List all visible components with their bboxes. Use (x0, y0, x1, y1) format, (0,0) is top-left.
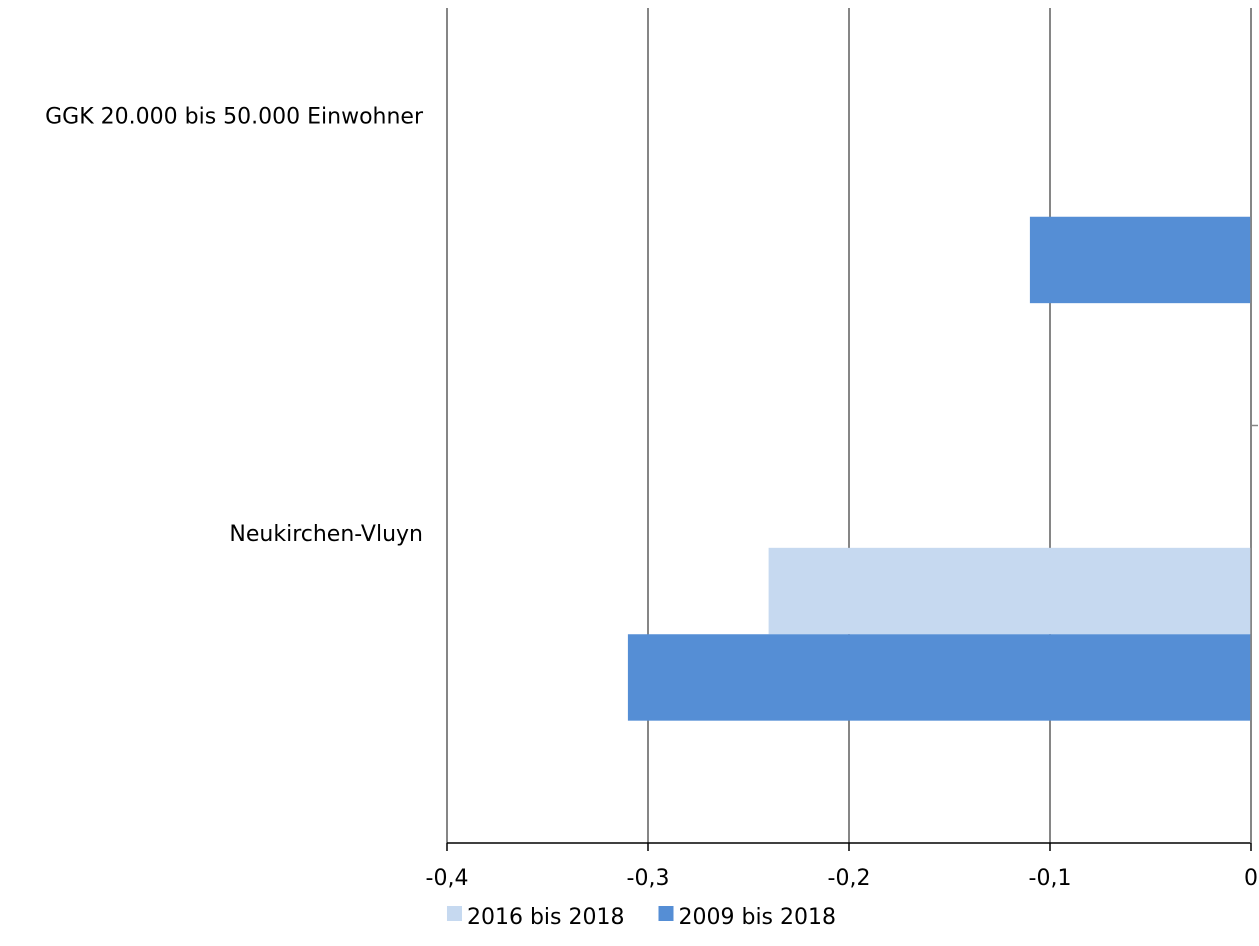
category-label: GGK 20.000 bis 50.000 Einwohner (45, 104, 424, 129)
legend-swatch (658, 906, 674, 921)
legend: 2016 bis 2018 2009 bis 2018 (446, 905, 837, 930)
category-label: Neukirchen-Vluyn (229, 522, 423, 547)
axes: -0,4 -0,3 -0,2 -0,1 0 (426, 8, 1258, 891)
bar-neukirchen-vluyn-2016-bis-2018 (768, 547, 1251, 635)
x-tick-label: -0,1 (1029, 866, 1072, 891)
x-tick-label: -0,2 (828, 866, 871, 891)
legend-label: 2009 bis 2018 (679, 905, 837, 930)
bars (627, 216, 1251, 721)
bar-ggk-20-000-bis-50-000-einwohner-2009-bis-2018 (1029, 216, 1251, 304)
x-tick-label: -0,3 (627, 866, 670, 891)
x-tick-label: -0,4 (426, 866, 469, 891)
legend-swatch (446, 906, 462, 921)
x-tick-label: 0 (1244, 866, 1258, 891)
legend-label: 2016 bis 2018 (467, 905, 625, 930)
category-labels: GGK 20.000 bis 50.000 Einwohner Neukirche… (45, 104, 424, 547)
bar-neukirchen-vluyn-2009-bis-2018 (627, 634, 1251, 721)
